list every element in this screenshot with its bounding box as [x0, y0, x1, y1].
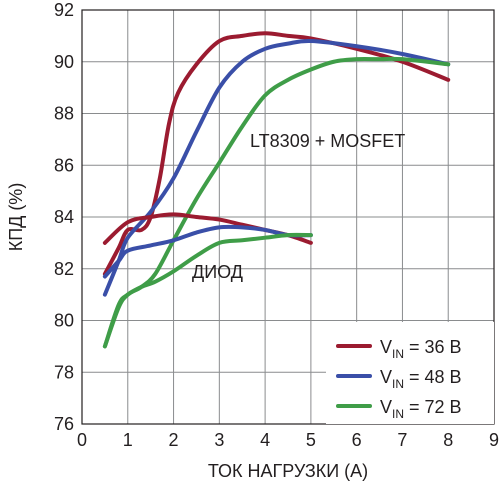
series-line — [102, 38, 451, 297]
x-tick-label: 2 — [169, 430, 179, 450]
y-tick-label: 76 — [54, 414, 74, 434]
x-tick-label: 8 — [443, 430, 453, 450]
y-axis-title: КПД (%) — [6, 183, 26, 252]
series-line — [102, 232, 313, 349]
y-tick-label: 78 — [54, 362, 74, 382]
legend-label: VIN = 48 В — [380, 367, 462, 391]
x-tick-label: 4 — [260, 430, 270, 450]
x-tick-label: 6 — [352, 430, 362, 450]
y-tick-label: 84 — [54, 207, 74, 227]
y-tick-label: 92 — [54, 0, 74, 20]
x-tick-label: 7 — [397, 430, 407, 450]
annotation-mosfet: LT8309 + MOSFET — [250, 131, 405, 151]
x-tick-label: 3 — [214, 430, 224, 450]
y-tick-label: 80 — [54, 311, 74, 331]
y-tick-label: 88 — [54, 104, 74, 124]
annotation-diode: ДИОД — [192, 262, 243, 282]
y-tick-label: 86 — [54, 155, 74, 175]
x-tick-label: 9 — [489, 430, 499, 450]
series-lines — [102, 31, 451, 349]
legend: VIN = 36 В VIN = 48 В VIN = 72 В — [326, 322, 494, 424]
legend-label: VIN = 36 В — [380, 337, 462, 361]
y-tick-label: 90 — [54, 52, 74, 72]
y-tick-label: 82 — [54, 259, 74, 279]
legend-label: VIN = 72 В — [380, 397, 462, 421]
x-tick-label: 1 — [123, 430, 133, 450]
plot-frame — [81, 9, 495, 425]
x-tick-label: 0 — [77, 430, 87, 450]
x-axis-title: ТОК НАГРУЗКИ (А) — [208, 461, 368, 481]
x-tick-label: 5 — [306, 430, 316, 450]
series-line — [102, 224, 313, 279]
